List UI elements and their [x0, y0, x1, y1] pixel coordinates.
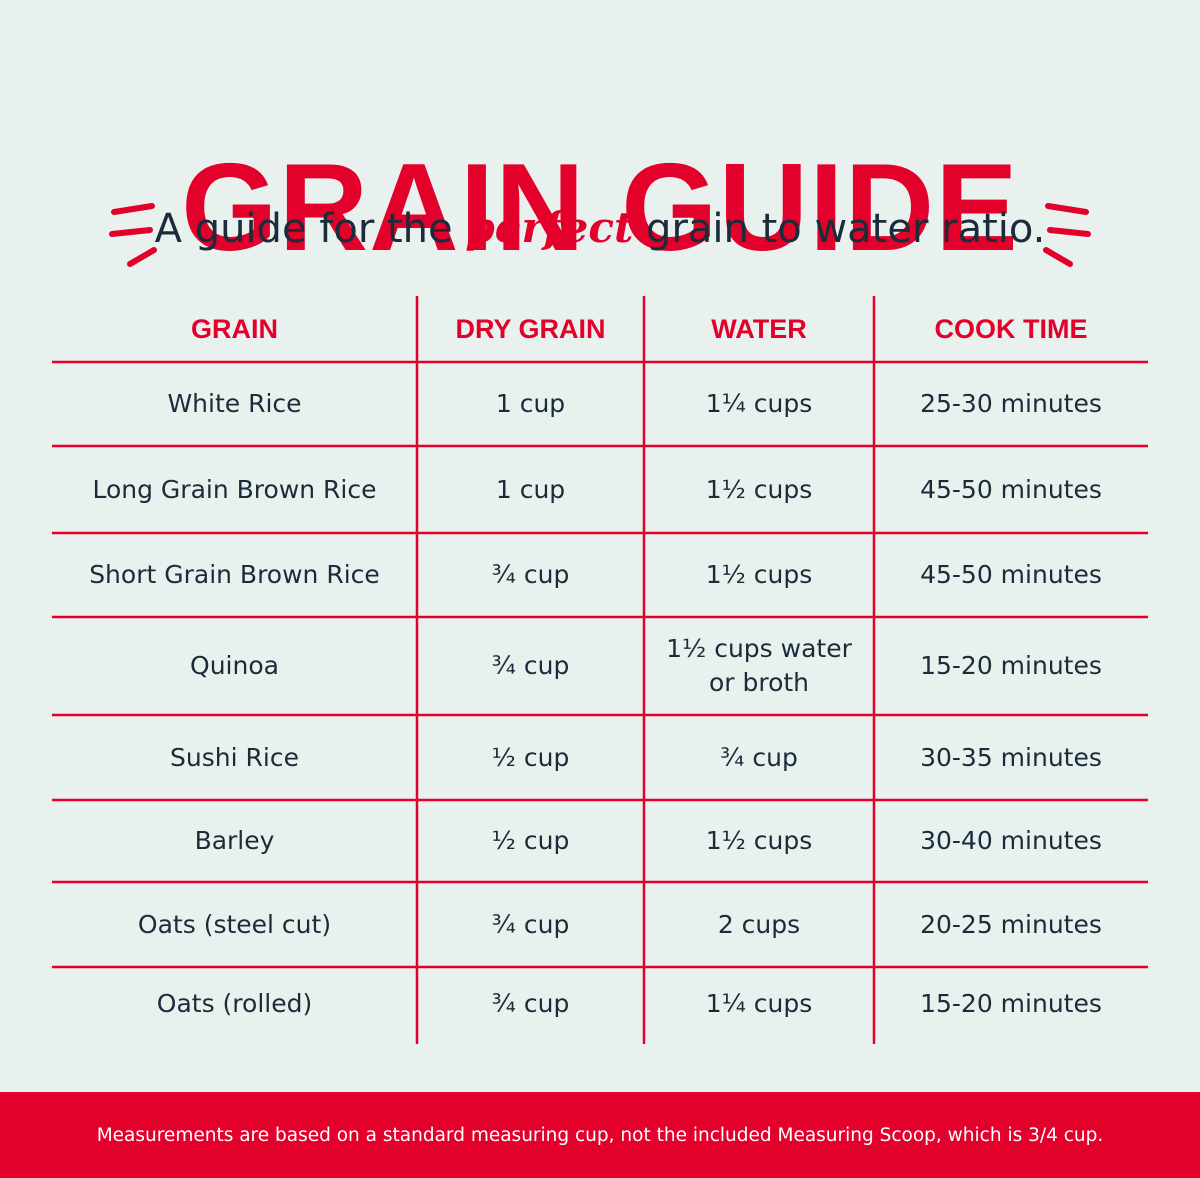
cell-dry-grain: ½ cup	[491, 742, 570, 772]
cell-grain: Oats (rolled)	[156, 988, 313, 1018]
cell-cook-time: 45-50 minutes	[920, 474, 1102, 504]
cell-grain: White Rice	[167, 389, 302, 418]
footer-banner: Measurements are based on a standard mea…	[0, 1092, 1200, 1178]
cell-water: 1½ cups water or broth	[666, 634, 852, 697]
header-grain: GRAIN	[191, 314, 278, 344]
subtitle-after: grain to water ratio.	[633, 206, 1046, 252]
cell-grain: Quinoa	[190, 651, 279, 680]
cell-cook-time: 15-20 minutes	[920, 988, 1102, 1018]
cell-dry-grain: ¾ cup	[491, 988, 570, 1018]
subtitle-before: A guide for the	[154, 206, 466, 252]
cell-water: 1½ cups	[705, 560, 813, 589]
cell-dry-grain: 1 cup	[495, 389, 566, 418]
cell-cook-time: 25-30 minutes	[920, 389, 1102, 418]
cell-dry-grain: ¾ cup	[491, 651, 570, 680]
footer-note: Measurements are based on a standard mea…	[96, 1124, 1104, 1146]
cell-water: ¾ cup	[720, 742, 798, 772]
cell-dry-grain: ½ cup	[491, 826, 570, 855]
cell-dry-grain: ¾ cup	[491, 909, 570, 939]
cell-cook-time: 20-25 minutes	[920, 909, 1102, 939]
subtitle-emphasis: perfect	[465, 203, 634, 252]
cell-grain: Long Grain Brown Rice	[92, 474, 377, 504]
cell-cook-time: 15-20 minutes	[920, 651, 1102, 680]
cell-cook-time: 30-35 minutes	[920, 742, 1102, 772]
cell-grain: Short Grain Brown Rice	[89, 560, 380, 589]
cell-dry-grain: 1 cup	[495, 474, 566, 504]
subtitle: A guide for the perfect grain to water r…	[0, 200, 1200, 257]
cell-water: 1¼ cups	[705, 988, 813, 1018]
header-dry-grain: DRY GRAIN	[455, 314, 606, 344]
cell-water: 1½ cups	[705, 474, 813, 504]
header-water: WATER	[711, 314, 807, 344]
emphasis-dashes-left-icon	[109, 203, 157, 267]
page-title: GRAIN GUIDE	[181, 139, 1019, 278]
cell-grain: Sushi Rice	[170, 742, 299, 772]
emphasis-dashes-right-icon	[1043, 203, 1091, 267]
cell-grain: Barley	[194, 826, 275, 855]
cell-water: 2 cups	[717, 909, 801, 939]
cell-cook-time: 30-40 minutes	[920, 826, 1102, 855]
cell-water: 1½ cups	[705, 826, 813, 855]
header-cook-time: COOK TIME	[934, 314, 1088, 344]
cell-cook-time: 45-50 minutes	[920, 560, 1102, 589]
cell-grain: Oats (steel cut)	[137, 909, 332, 939]
cell-dry-grain: ¾ cup	[491, 560, 570, 589]
cell-water: 1¼ cups	[705, 389, 813, 418]
